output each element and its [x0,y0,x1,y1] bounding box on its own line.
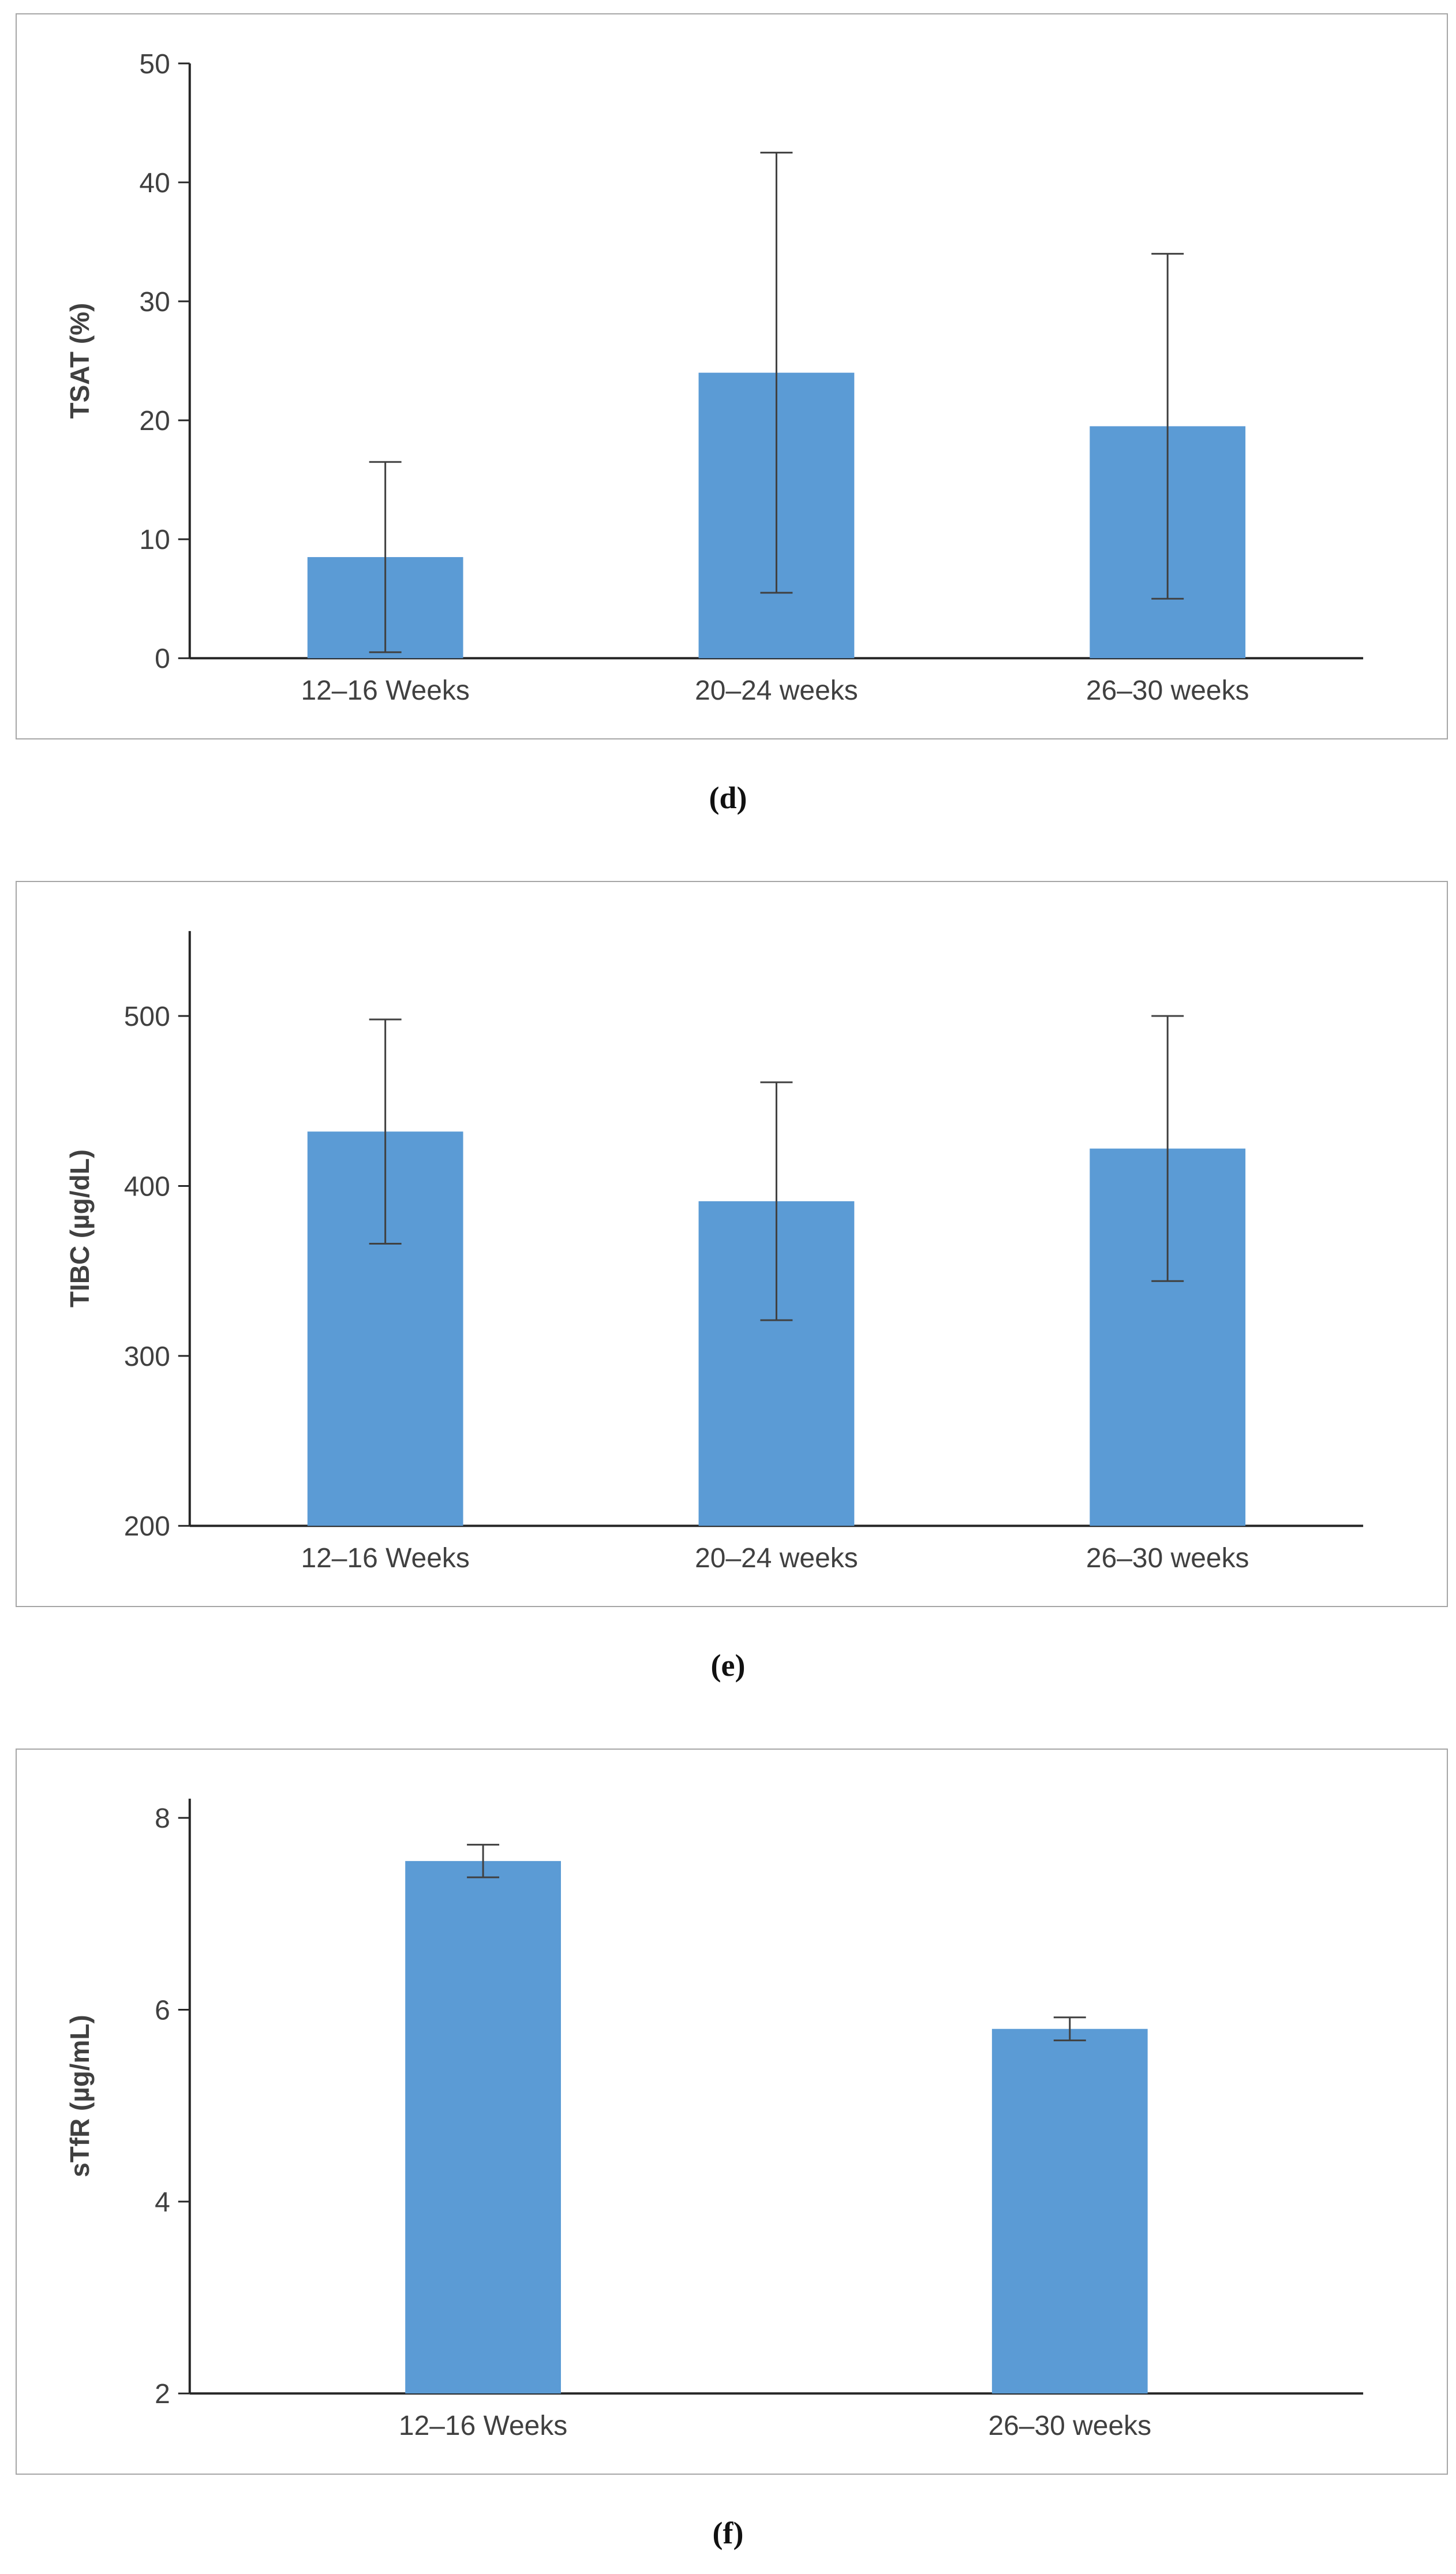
panel-caption-d: (d) [709,780,747,815]
y-tick-label: 200 [124,1511,170,1542]
chart-panel-f: 2 4 6 8 12–16 Weeks 26–30 weeks sTfR (µg/mL) [16,1749,1448,2475]
stfr-bar-chart: 2 4 6 8 12–16 Weeks 26–30 weeks sTfR (µg/mL) [65,1798,1364,2441]
chart-panel-e: 200 300 400 500 12–16 Weeks 20–24 weeks 26–30 … [16,881,1448,1607]
x-category-label: 12–16 Weeks [399,2411,567,2441]
tsat-bar-chart: 0 10 20 30 40 50 12–16 Weeks 20–24 weeks 26–30 w… [65,49,1364,706]
x-category-label: 26–30 weeks [988,2411,1151,2441]
panel-caption-f: (f) [712,2516,744,2550]
y-tick-label: 50 [139,49,170,80]
y-tick-label: 400 [124,1171,170,1202]
y-tick-label: 6 [155,1995,170,2026]
y-tick-label: 500 [124,1002,170,1032]
y-tick-label: 40 [139,168,170,199]
x-category-label: 20–24 weeks [695,1543,858,1574]
x-category-label: 26–30 weeks [1086,1543,1249,1574]
x-category-label: 26–30 weeks [1086,675,1249,706]
y-tick-label: 8 [155,1803,170,1834]
y-tick-label: 300 [124,1342,170,1372]
tibc-bar-chart: 200 300 400 500 12–16 Weeks 20–24 weeks 26–30 … [65,931,1364,1574]
y-tick-label: 20 [139,406,170,436]
y-tick-label: 2 [155,2379,170,2409]
y-axis-title: sTfR (µg/mL) [65,2015,95,2177]
y-axis-title: TSAT (%) [65,303,95,419]
bar [405,1861,561,2394]
bar [991,2028,1148,2394]
y-tick-label: 4 [155,2187,170,2218]
x-category-label: 20–24 weeks [695,675,858,706]
x-category-label: 12–16 Weeks [301,1543,469,1574]
y-tick-label: 10 [139,525,170,555]
y-tick-label: 30 [139,287,170,317]
y-tick-label: 0 [155,644,170,674]
y-axis-title: TIBC (µg/dL) [65,1149,95,1307]
chart-panel-d: 0 10 20 30 40 50 12–16 Weeks 20–24 weeks 26–30 w… [16,13,1448,739]
panel-caption-e: (e) [710,1648,746,1683]
x-category-label: 12–16 Weeks [301,675,469,706]
